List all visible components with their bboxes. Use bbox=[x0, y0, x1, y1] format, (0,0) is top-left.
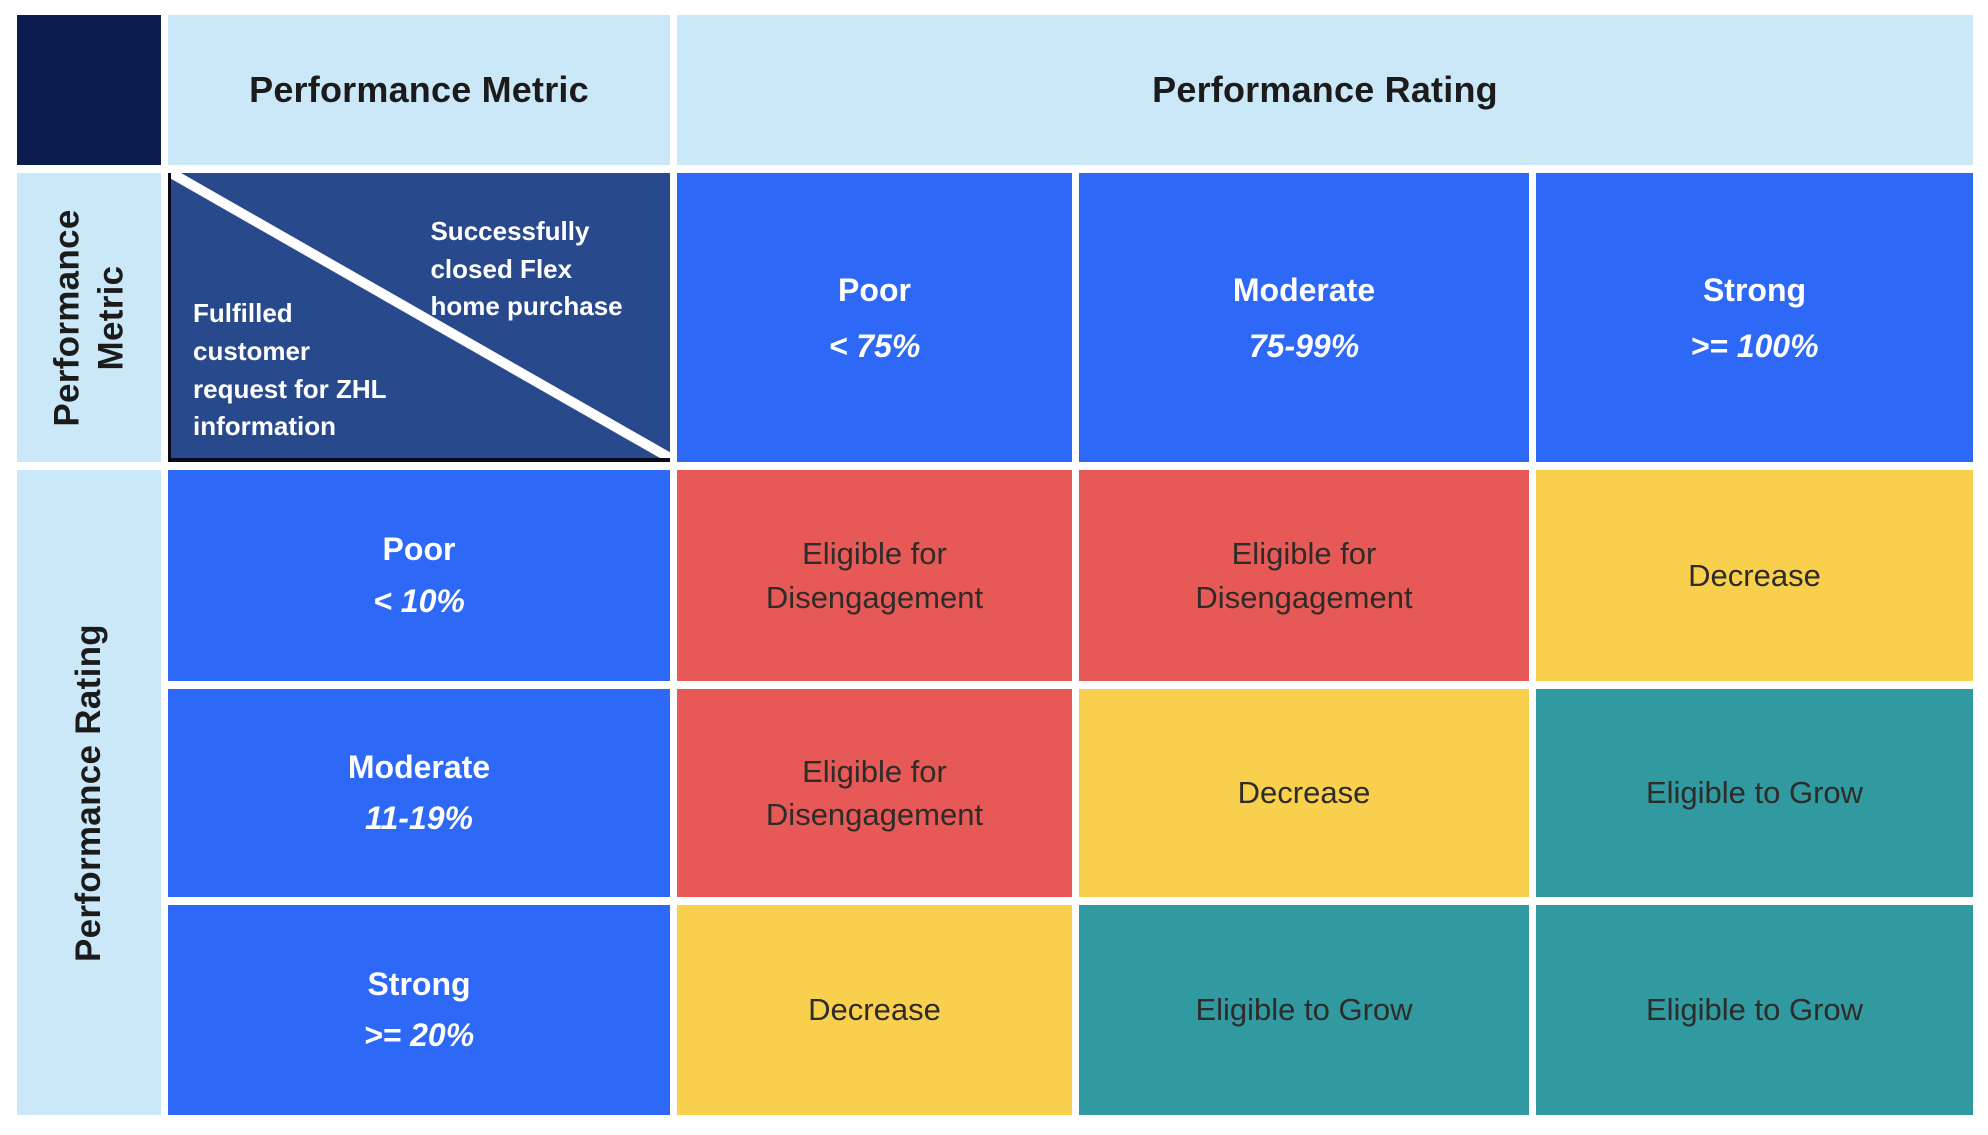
performance-rating-column-header: Performance Rating bbox=[677, 15, 1973, 165]
outcome-cell-moderate-moderate: Decrease bbox=[1079, 689, 1529, 897]
column-header-poor-range: < 75% bbox=[828, 327, 921, 364]
outcome-cell-strong-strong: Eligible to Grow bbox=[1536, 905, 1973, 1115]
outcome-cell-poor-moderate: Eligible for Disengagement bbox=[1079, 470, 1529, 681]
performance-rating-row-header-label: Performance Rating bbox=[69, 623, 109, 962]
row-header-strong-label: Strong bbox=[367, 965, 471, 1002]
outcome-cell-strong-strong-label: Eligible to Grow bbox=[1645, 992, 1864, 1028]
performance-metric-column-header-label: Performance Metric bbox=[249, 69, 589, 110]
outcome-cell-poor-poor-label: Eligible for Disengagement bbox=[765, 536, 984, 615]
column-header-moderate: Moderate 75-99% bbox=[1079, 173, 1529, 462]
column-header-poor-label: Poor bbox=[838, 271, 911, 308]
outcome-cell-poor-strong-label: Decrease bbox=[1688, 557, 1821, 593]
corner-spacer-cell bbox=[17, 15, 161, 165]
column-header-moderate-label: Moderate bbox=[1232, 271, 1376, 308]
column-header-moderate-range: 75-99% bbox=[1248, 327, 1360, 364]
performance-metric-column-header: Performance Metric bbox=[168, 15, 670, 165]
column-metric-description: Successfully closed Flex home purchase bbox=[430, 216, 623, 322]
column-header-strong-range: >= 100% bbox=[1690, 327, 1819, 364]
outcome-cell-moderate-moderate-label: Decrease bbox=[1237, 775, 1371, 811]
outcome-cell-poor-moderate-label: Eligible for Disengagement bbox=[1195, 536, 1413, 615]
row-header-poor-label: Poor bbox=[382, 531, 456, 568]
performance-rating-column-header-label: Performance Rating bbox=[1152, 69, 1498, 110]
outcome-cell-moderate-poor: Eligible for Disengagement bbox=[677, 689, 1072, 897]
row-header-moderate: Moderate 11-19% bbox=[168, 689, 670, 897]
outcome-cell-strong-moderate: Eligible to Grow bbox=[1079, 905, 1529, 1115]
row-header-moderate-range: 11-19% bbox=[365, 800, 473, 836]
outcome-cell-poor-strong: Decrease bbox=[1536, 470, 1973, 681]
axis-definition-cell: Successfully closed Flex home purchase F… bbox=[168, 173, 670, 462]
column-header-poor: Poor < 75% bbox=[677, 173, 1072, 462]
outcome-cell-moderate-poor-label: Eligible for Disengagement bbox=[765, 753, 984, 832]
performance-metric-row-header-label: Performance Metric bbox=[47, 208, 130, 427]
outcome-cell-moderate-strong-label: Eligible to Grow bbox=[1645, 775, 1864, 811]
row-header-moderate-label: Moderate bbox=[347, 748, 491, 785]
row-header-poor: Poor < 10% bbox=[168, 470, 670, 681]
row-header-strong: Strong >= 20% bbox=[168, 905, 670, 1115]
column-header-strong: Strong >= 100% bbox=[1536, 173, 1973, 462]
outcome-cell-strong-moderate-label: Eligible to Grow bbox=[1195, 992, 1413, 1028]
column-header-strong-label: Strong bbox=[1702, 271, 1807, 308]
outcome-cell-moderate-strong: Eligible to Grow bbox=[1536, 689, 1973, 897]
outcome-cell-poor-poor: Eligible for Disengagement bbox=[677, 470, 1072, 681]
outcome-cell-strong-poor: Decrease bbox=[677, 905, 1072, 1115]
row-metric-description: Fulfilled customer request for ZHL infor… bbox=[193, 298, 387, 442]
diagonal-divider-line bbox=[171, 173, 670, 458]
performance-rating-row-header: Performance Rating bbox=[17, 470, 161, 1115]
performance-metric-row-header: Performance Metric bbox=[17, 173, 161, 462]
row-header-strong-range: >= 20% bbox=[363, 1017, 475, 1053]
row-header-poor-range: < 10% bbox=[373, 582, 465, 619]
outcome-cell-strong-poor-label: Decrease bbox=[808, 992, 941, 1028]
